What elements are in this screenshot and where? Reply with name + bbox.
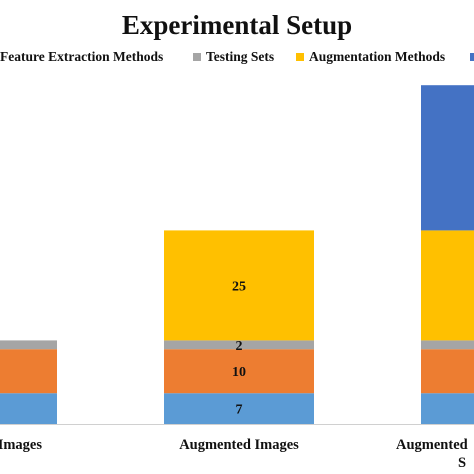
data-label-1-2: 2 [236, 339, 243, 354]
data-label-1-3: 25 [232, 279, 246, 294]
x-tick-label-0: Images [0, 437, 42, 453]
bar-2-series-0 [421, 393, 474, 424]
x-tick-label-2-line2: S [458, 455, 466, 471]
chart-title: Experimental Setup [122, 10, 352, 40]
legend: Feature Extraction Methods Testing Sets Au… [0, 49, 474, 64]
bar-2-series-4 [421, 85, 474, 231]
x-tick-label-2: Augmented [396, 437, 468, 453]
bar-0-series-2 [0, 340, 57, 350]
legend-swatch-2 [193, 53, 201, 61]
legend-label-2: Testing Sets [206, 49, 274, 64]
bar-2-series-3 [421, 230, 474, 341]
data-label-1-0: 7 [236, 403, 243, 418]
bar-1-series-0 [164, 393, 314, 424]
bar-1-series-3 [164, 230, 314, 341]
legend-label-1: Feature Extraction Methods [0, 49, 163, 64]
x-axis-ticks: Images Augmented Images Augmented S [0, 437, 468, 471]
x-tick-label-1: Augmented Images [179, 437, 299, 453]
bar-0-series-1 [0, 349, 57, 394]
bars: 7 10 2 25 [0, 85, 474, 425]
data-label-1-1: 10 [232, 365, 246, 380]
bar-2-series-2 [421, 340, 474, 350]
bar-0-series-0 [0, 393, 57, 424]
bar-1-series-2 [164, 340, 314, 350]
bar-2-series-1 [421, 349, 474, 394]
legend-label-3: Augmentation Methods [309, 49, 445, 64]
legend-swatch-3 [296, 53, 304, 61]
bar-1-series-1 [164, 349, 314, 394]
legend-swatch-4 [470, 53, 474, 61]
